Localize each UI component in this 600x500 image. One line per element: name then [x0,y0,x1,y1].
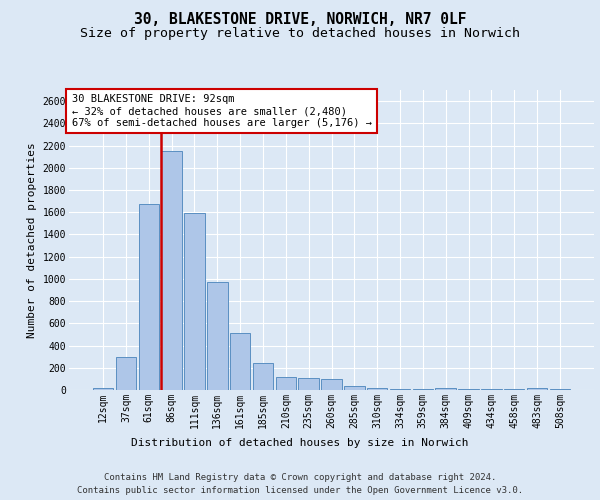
Bar [230,334,250,390]
Bar [253,363,273,390]
Bar [527,388,547,390]
Bar [275,376,296,390]
Bar [93,388,113,390]
Bar [367,388,388,390]
Bar [184,214,205,390]
Y-axis label: Number of detached properties: Number of detached properties [27,142,37,338]
Bar [298,378,319,390]
Text: 30 BLAKESTONE DRIVE: 92sqm
← 32% of detached houses are smaller (2,480)
67% of s: 30 BLAKESTONE DRIVE: 92sqm ← 32% of deta… [71,94,371,128]
Bar [161,151,182,390]
Text: Distribution of detached houses by size in Norwich: Distribution of detached houses by size … [131,438,469,448]
Bar [139,204,159,390]
Text: 30, BLAKESTONE DRIVE, NORWICH, NR7 0LF: 30, BLAKESTONE DRIVE, NORWICH, NR7 0LF [134,12,466,28]
Text: Contains HM Land Registry data © Crown copyright and database right 2024.: Contains HM Land Registry data © Crown c… [104,472,496,482]
Bar [116,356,136,390]
Bar [436,388,456,390]
Bar [207,282,227,390]
Bar [390,389,410,390]
Bar [321,380,342,390]
Text: Size of property relative to detached houses in Norwich: Size of property relative to detached ho… [80,28,520,40]
Bar [344,386,365,390]
Text: Contains public sector information licensed under the Open Government Licence v3: Contains public sector information licen… [77,486,523,495]
